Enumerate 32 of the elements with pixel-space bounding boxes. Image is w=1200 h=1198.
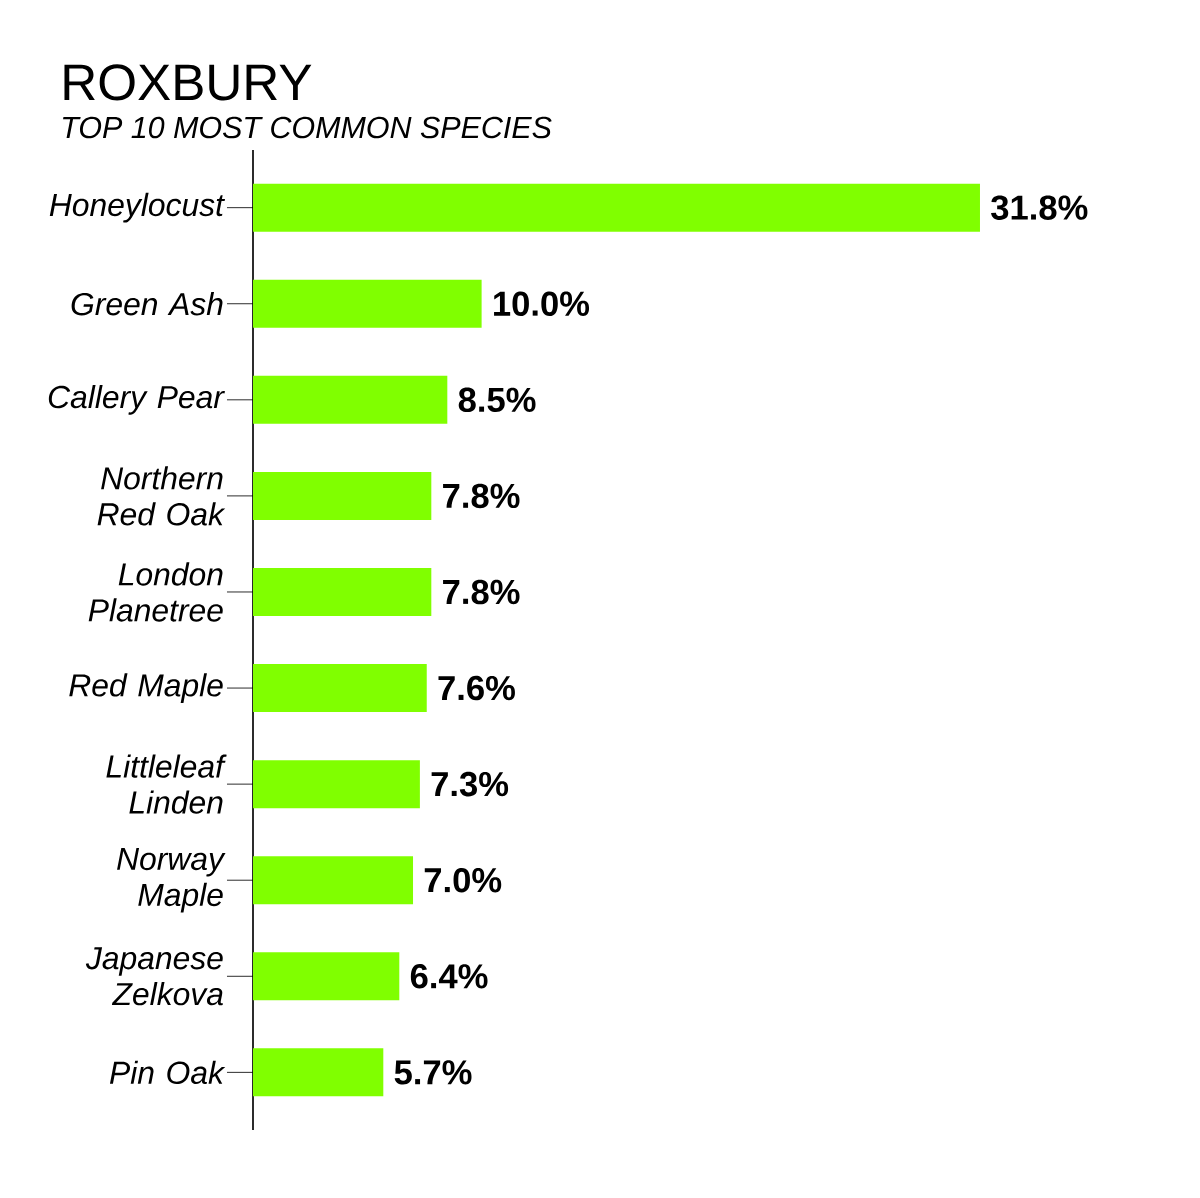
y-tick-label: Green Ash — [71, 292, 223, 316]
bar — [253, 1048, 384, 1097]
data-label: 7.3% — [431, 771, 509, 797]
data-label: 10.0% — [494, 291, 590, 316]
data-label: 7.8% — [443, 579, 520, 605]
chart-subtitle: TOP 10 MOST COMMON SPECIES — [63, 116, 552, 139]
data-label: 5.7% — [394, 1060, 472, 1085]
bar — [253, 183, 980, 232]
bar — [253, 664, 427, 713]
data-label: 7.6% — [438, 675, 515, 701]
y-tick-label: Northern Red Oak — [97, 466, 226, 526]
data-label: 7.8% — [443, 483, 520, 509]
bar — [253, 856, 414, 905]
bar — [253, 952, 400, 1001]
bar — [253, 279, 482, 328]
bar — [253, 567, 432, 616]
y-tick-label: Littleleaf Linden — [106, 754, 227, 814]
data-label: 7.0% — [424, 867, 502, 893]
y-tick-label: Honeylocust — [49, 192, 226, 223]
y-tick-label: Callery Pear — [48, 384, 225, 415]
y-tick-label: London Planetree — [88, 562, 223, 622]
chart-title: ROXBURY — [64, 64, 312, 101]
data-label: 8.5% — [458, 387, 536, 413]
bar — [253, 760, 420, 809]
data-label: 6.4% — [410, 964, 488, 989]
y-tick-label: Norway Maple — [117, 847, 226, 913]
bar — [253, 471, 432, 520]
data-label: 31.8% — [991, 195, 1088, 220]
y-tick-label: Pin Oak — [109, 1060, 226, 1085]
y-tick-label: Japanese Zelkova — [85, 947, 223, 1006]
bar — [253, 375, 448, 424]
y-tick-label: Red Maple — [69, 673, 223, 703]
